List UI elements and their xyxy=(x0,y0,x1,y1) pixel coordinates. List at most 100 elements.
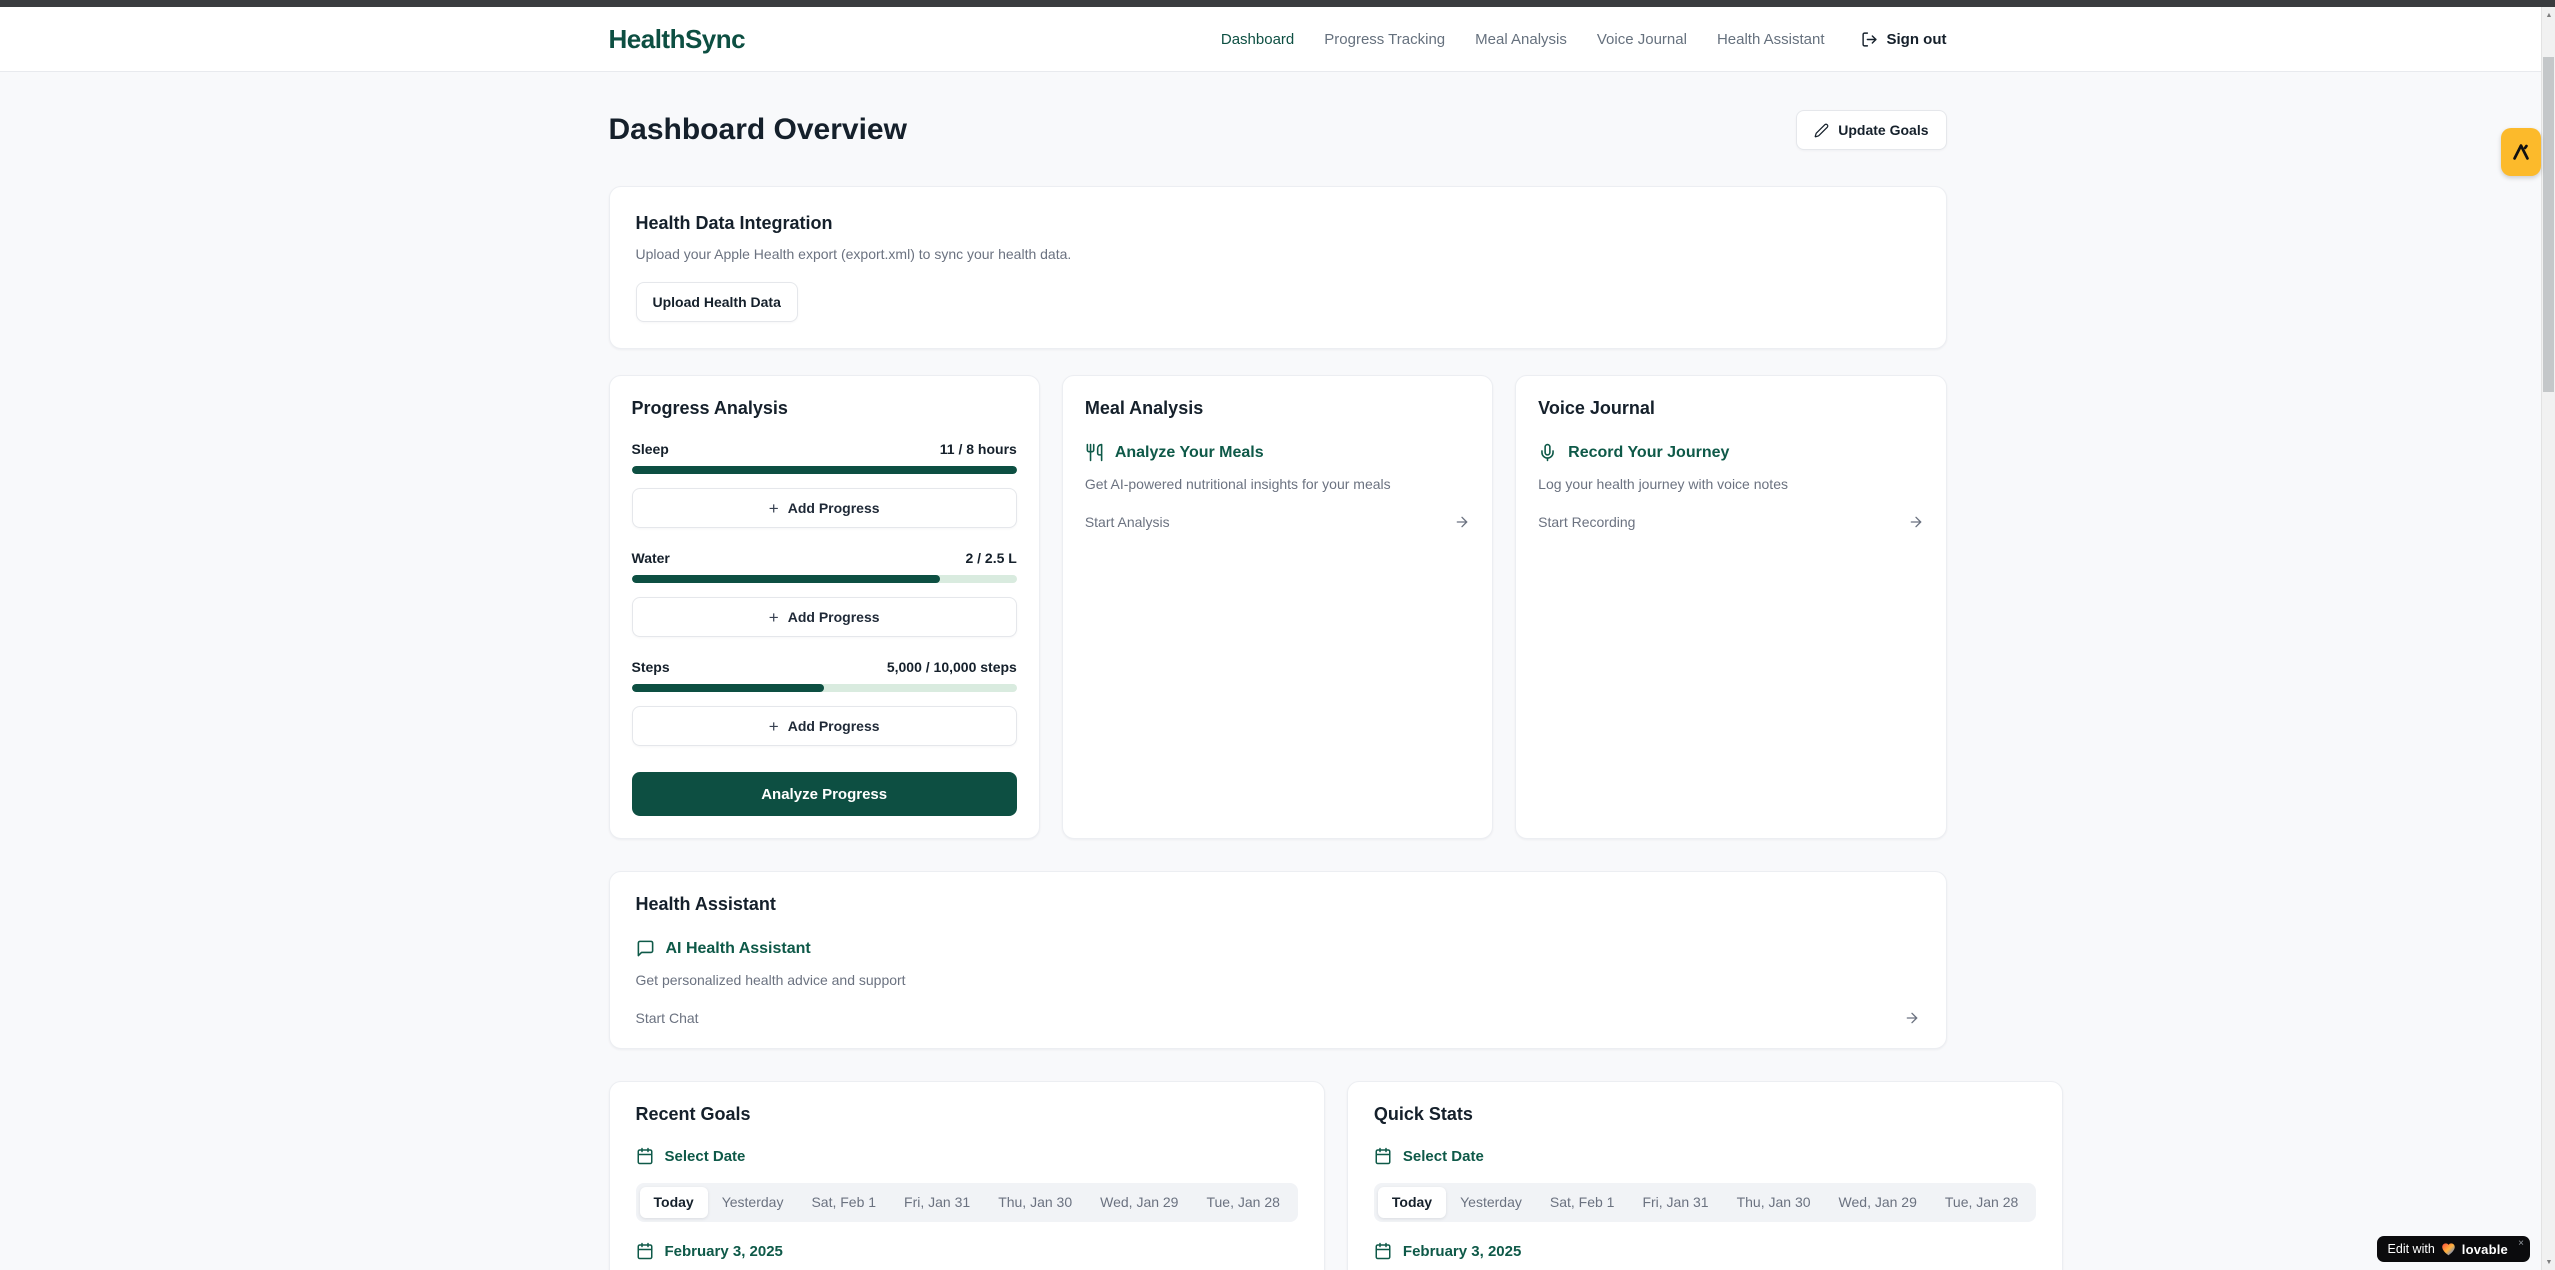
goal-label: Steps xyxy=(631,659,670,675)
calendar-icon xyxy=(636,1242,654,1260)
utensils-icon xyxy=(1085,443,1104,462)
date-tab[interactable]: Thu, Jan 30 xyxy=(998,1194,1073,1210)
nav-voice-journal[interactable]: Voice Journal xyxy=(1596,30,1687,48)
quick-stats-date-tabs: Today Yesterday Sat, Feb 1 Fri, Jan 31 T… xyxy=(1373,1183,2037,1222)
analyze-your-meals-link[interactable]: Analyze Your Meals xyxy=(1085,443,1470,462)
quick-stats-card: Quick Stats Select Date Today Yesterday … xyxy=(1346,1081,2064,1270)
date-tab[interactable]: Tue, Jan 28 xyxy=(1944,1194,2019,1210)
voice-journal-description: Log your health journey with voice notes xyxy=(1538,476,1788,492)
health-data-title: Health Data Integration xyxy=(635,213,833,233)
meal-analysis-description: Get AI-powered nutritional insights for … xyxy=(1084,476,1391,492)
sign-out-label: Sign out xyxy=(1886,30,1947,48)
update-goals-label: Update Goals xyxy=(1838,122,1929,138)
ai-health-assistant-label: AI Health Assistant xyxy=(665,939,811,957)
goal-label: Water xyxy=(631,550,670,566)
date-tab-yesterday[interactable]: Yesterday xyxy=(721,1194,784,1210)
date-tab[interactable]: Sat, Feb 1 xyxy=(811,1194,877,1210)
nav-progress-tracking[interactable]: Progress Tracking xyxy=(1324,30,1446,48)
scrollbar-thumb[interactable] xyxy=(2543,57,2554,392)
arrow-right-icon xyxy=(1908,514,1924,530)
app-logo: HealthSync xyxy=(608,23,746,54)
goal-value: 2 / 2.5 L xyxy=(965,550,1017,566)
start-chat-label: Start Chat xyxy=(635,1010,699,1026)
steps-progress-bar xyxy=(631,684,1017,692)
add-progress-steps-button[interactable]: + Add Progress xyxy=(631,706,1017,746)
goal-sleep: Sleep 11 / 8 hours + Add Progress xyxy=(631,441,1017,528)
date-tab-yesterday[interactable]: Yesterday xyxy=(1460,1194,1522,1210)
heart-icon xyxy=(2441,1242,2456,1256)
scroll-up-arrow[interactable]: ▲ xyxy=(2545,11,2553,19)
voice-journal-card: Voice Journal Record Your Journey Log yo… xyxy=(1515,375,1947,839)
plus-icon: + xyxy=(768,716,779,736)
recent-goals-select-date[interactable]: Select Date xyxy=(636,1147,1298,1165)
water-progress-bar xyxy=(631,575,1017,583)
badge-brand: lovable xyxy=(2461,1241,2508,1257)
sleep-progress-bar xyxy=(631,466,1017,474)
health-assistant-card: Health Assistant AI Health Assistant Get… xyxy=(608,871,1947,1049)
add-progress-water-button[interactable]: + Add Progress xyxy=(631,597,1017,637)
goal-value: 11 / 8 hours xyxy=(939,441,1017,457)
health-data-integration-card: Health Data Integration Upload your Appl… xyxy=(608,186,1947,349)
extension-flag-button[interactable] xyxy=(2501,128,2541,176)
recent-goals-selected-date[interactable]: February 3, 2025 xyxy=(636,1242,1298,1260)
recent-goals-date-tabs: Today Yesterday Sat, Feb 1 Fri, Jan 31 T… xyxy=(635,1183,1298,1222)
date-tab[interactable]: Tue, Jan 28 xyxy=(1206,1194,1280,1210)
recent-goals-card: Recent Goals Select Date Today Yesterday… xyxy=(608,1081,1325,1270)
upload-health-data-button[interactable]: Upload Health Data xyxy=(635,282,798,322)
quick-stats-select-date[interactable]: Select Date xyxy=(1374,1147,2036,1165)
meal-analysis-title: Meal Analysis xyxy=(1084,398,1204,418)
date-tab[interactable]: Thu, Jan 30 xyxy=(1736,1194,1811,1210)
date-tab[interactable]: Wed, Jan 29 xyxy=(1838,1194,1917,1210)
badge-prefix: Edit with xyxy=(2387,1242,2435,1256)
date-tab[interactable]: Wed, Jan 29 xyxy=(1100,1194,1179,1210)
date-tab[interactable]: Fri, Jan 31 xyxy=(904,1194,971,1210)
quick-stats-selected-date[interactable]: February 3, 2025 xyxy=(1374,1242,2036,1260)
start-recording-label: Start Recording xyxy=(1538,514,1636,530)
main-nav: Dashboard Progress Tracking Meal Analysi… xyxy=(1221,31,1947,48)
start-recording-row[interactable]: Start Recording xyxy=(1538,514,1923,530)
select-date-label: Select Date xyxy=(1402,1147,1484,1165)
date-tab[interactable]: Fri, Jan 31 xyxy=(1642,1194,1709,1210)
scroll-down-arrow[interactable]: ▼ xyxy=(2545,1258,2553,1266)
goal-water: Water 2 / 2.5 L + Add Progress xyxy=(631,550,1017,637)
voice-journal-title: Voice Journal xyxy=(1538,398,1655,418)
start-chat-row[interactable]: Start Chat xyxy=(636,1010,1920,1026)
analyze-progress-button[interactable]: Analyze Progress xyxy=(631,772,1017,816)
add-progress-sleep-button[interactable]: + Add Progress xyxy=(631,488,1017,528)
update-goals-button[interactable]: Update Goals xyxy=(1796,110,1947,150)
edit-with-lovable-badge[interactable]: Edit with lovable × xyxy=(2376,1236,2530,1262)
logout-icon xyxy=(1861,31,1878,48)
browser-top-strip xyxy=(0,0,2555,7)
extension-icon xyxy=(2510,141,2532,163)
calendar-icon xyxy=(636,1147,654,1165)
microphone-icon xyxy=(1538,443,1557,462)
record-your-journey-link[interactable]: Record Your Journey xyxy=(1538,443,1923,462)
progress-analysis-card: Progress Analysis Sleep 11 / 8 hours + Ad… xyxy=(608,375,1040,839)
health-assistant-description: Get personalized health advice and suppo… xyxy=(635,972,906,988)
progress-analysis-title: Progress Analysis xyxy=(631,398,788,418)
selected-date-label: February 3, 2025 xyxy=(664,1242,783,1260)
nav-health-assistant[interactable]: Health Assistant xyxy=(1716,30,1825,48)
date-tab-today[interactable]: Today xyxy=(639,1187,708,1218)
ai-health-assistant-link[interactable]: AI Health Assistant xyxy=(636,939,1920,958)
nav-meal-analysis[interactable]: Meal Analysis xyxy=(1475,30,1567,48)
chat-bubble-icon xyxy=(636,939,655,958)
date-tab[interactable]: Sat, Feb 1 xyxy=(1549,1194,1615,1210)
badge-close-icon[interactable]: × xyxy=(2518,1238,2524,1249)
goal-value: 5,000 / 10,000 steps xyxy=(886,659,1017,675)
recent-goals-title: Recent Goals xyxy=(635,1104,751,1124)
calendar-icon xyxy=(1374,1242,1392,1260)
sign-out-button[interactable]: Sign out xyxy=(1861,31,1947,48)
analyze-your-meals-label: Analyze Your Meals xyxy=(1114,443,1264,461)
meal-analysis-card: Meal Analysis Analyze Your Meals Get AI-… xyxy=(1061,375,1494,839)
start-analysis-row[interactable]: Start Analysis xyxy=(1085,514,1470,530)
arrow-right-icon xyxy=(1454,514,1470,530)
record-your-journey-label: Record Your Journey xyxy=(1568,443,1730,461)
plus-icon: + xyxy=(768,607,779,627)
quick-stats-title: Quick Stats xyxy=(1373,1104,1473,1124)
selected-date-label: February 3, 2025 xyxy=(1402,1242,1522,1260)
goal-steps: Steps 5,000 / 10,000 steps + Add Progress xyxy=(631,659,1017,746)
vertical-scrollbar[interactable]: ▲ ▼ xyxy=(2541,7,2555,1270)
date-tab-today[interactable]: Today xyxy=(1377,1187,1447,1218)
nav-dashboard[interactable]: Dashboard xyxy=(1220,30,1295,48)
